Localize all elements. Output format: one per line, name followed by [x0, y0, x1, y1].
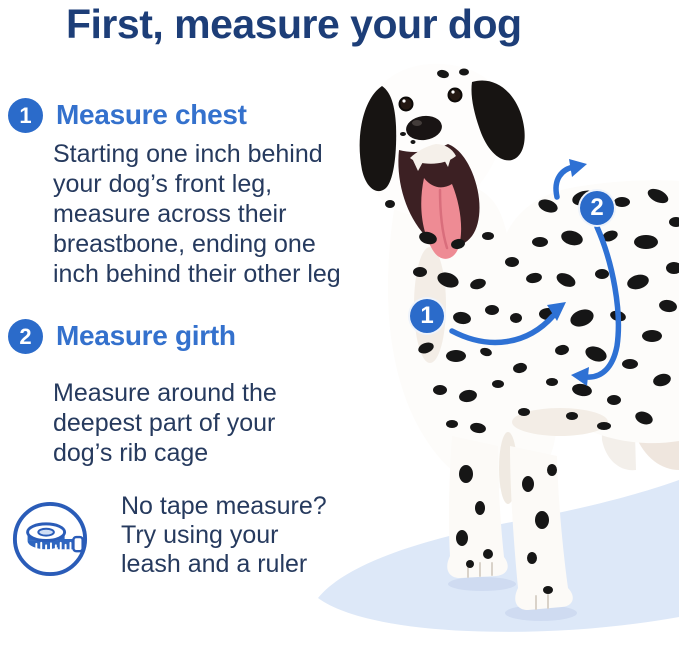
tape-measure-icon	[12, 501, 88, 577]
dog-left-ear	[359, 86, 397, 192]
dog-eyes	[398, 87, 463, 112]
step-1-number-badge: 1	[8, 98, 43, 133]
tip-text: No tape measure? Try using your leash an…	[121, 492, 327, 578]
girth-marker-badge: 2	[578, 189, 616, 227]
step-2-heading: Measure girth	[56, 320, 236, 351]
page-title: First, measure your dog	[66, 1, 522, 47]
dog-right-ear	[471, 80, 525, 161]
step-1-heading: Measure chest	[56, 99, 247, 130]
chest-marker-badge: 1	[408, 297, 446, 335]
step-1-description: Starting one inch behind your dog’s fron…	[53, 140, 341, 288]
step-2-description: Measure around the deepest part of your …	[53, 379, 277, 467]
step-2-number-badge: 2	[8, 319, 43, 354]
